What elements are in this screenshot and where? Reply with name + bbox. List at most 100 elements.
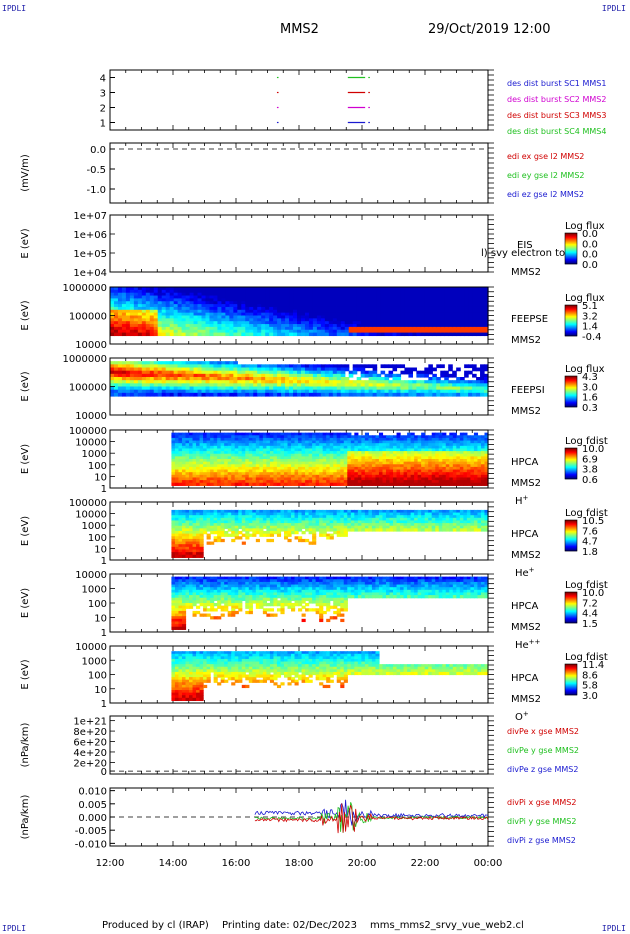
spectrogram-cell <box>463 480 468 484</box>
spectrogram-cell <box>385 456 391 460</box>
spectrogram-cell <box>281 312 286 317</box>
spectrogram-cell <box>350 437 355 442</box>
spectrogram-cell <box>344 289 350 294</box>
spectrogram-cell <box>452 326 457 331</box>
spectrogram-cell <box>407 432 412 436</box>
spectrogram-cell <box>368 329 374 334</box>
spectrogram-cell <box>174 435 180 439</box>
spectrogram-cell <box>389 456 394 460</box>
legend-entry: des dist burst SC1 MMS1 <box>507 79 606 88</box>
spectrogram-cell <box>266 432 271 436</box>
spectrogram-cell <box>205 306 211 311</box>
spectrogram-cell <box>322 435 327 439</box>
spectrogram-cell <box>237 373 242 378</box>
spectrogram-cell <box>178 474 183 479</box>
spectrogram-cell <box>181 361 187 365</box>
colorbar-tick-label: 0.0 <box>582 229 598 240</box>
spectrogram-cell <box>206 464 211 468</box>
spectrogram-cell <box>448 289 453 294</box>
spectrogram-cell <box>281 389 286 394</box>
spectrogram-cell <box>252 480 257 484</box>
spectrogram-cell <box>480 304 485 308</box>
spectrogram-cell <box>400 332 406 337</box>
colorbar-cell <box>565 321 577 323</box>
spectrogram-cell <box>350 453 355 457</box>
spectrogram-cell <box>125 318 131 322</box>
spectrogram-cell <box>440 304 445 308</box>
spectrogram-cell <box>336 466 341 471</box>
spectrogram-cell <box>328 298 334 302</box>
colorbar-cell <box>565 406 577 408</box>
spectrogram-cell <box>193 329 199 334</box>
spectrogram-cell <box>201 373 207 378</box>
spectrogram-cell <box>177 289 183 294</box>
spectrogram-cell <box>157 392 163 397</box>
spectrogram-cell <box>257 324 262 328</box>
spectrogram-cell <box>181 469 187 473</box>
spectrogram-cell <box>161 361 167 365</box>
spectrogram-cell <box>173 309 179 314</box>
spectrogram-cell <box>468 298 473 302</box>
spectrogram-cell <box>110 312 115 317</box>
spectrogram-cell <box>410 477 415 481</box>
spectrogram-cell <box>205 309 211 314</box>
spectrogram-cell <box>291 459 296 463</box>
spectrogram-cell <box>470 445 475 450</box>
spectrogram-cell <box>388 309 394 314</box>
spectrogram-cell <box>289 289 294 294</box>
spectrogram-cell <box>364 324 370 328</box>
spectrogram-cell <box>217 318 223 322</box>
spectrogram-cell <box>466 474 472 479</box>
spectrogram-cell <box>177 329 183 334</box>
spectrogram-cell <box>265 364 270 369</box>
spectrogram-cell <box>368 298 374 302</box>
spectrogram-cell <box>289 318 294 322</box>
spectrogram-cell <box>137 309 143 314</box>
spectrogram-cell <box>312 321 318 325</box>
spectrogram-cell <box>432 367 437 372</box>
spectrogram-cell <box>328 364 334 369</box>
spectrogram-cell <box>229 304 234 308</box>
spectrogram-cell <box>233 389 238 394</box>
spectrogram-cell <box>125 295 131 299</box>
spectrogram-cell <box>161 373 167 378</box>
spectrogram-cell <box>273 309 278 314</box>
spectrogram-cell <box>203 477 208 481</box>
spectrogram-cell <box>364 477 370 481</box>
spectrogram-cell <box>229 312 234 317</box>
spectrogram-cell <box>428 304 433 308</box>
spectrogram-cell <box>241 451 246 455</box>
spectrogram-cell <box>269 443 275 447</box>
spectrogram-cell <box>213 301 219 305</box>
spectrogram-cell <box>237 377 242 381</box>
spectrogram-cell <box>181 367 187 372</box>
spectrogram-cell <box>396 295 402 299</box>
spectrogram-cell <box>249 383 254 388</box>
spectrogram-cell <box>185 301 191 305</box>
spectrogram-cell <box>368 389 374 394</box>
spectrogram-cell <box>248 474 253 479</box>
spectrogram-cell <box>304 380 310 384</box>
spectrogram-cell <box>237 295 242 299</box>
legend-entry: edi ex gse l2 MMS2 <box>507 152 584 161</box>
spectrogram-cell <box>431 448 436 452</box>
spectrogram-cell <box>315 482 320 486</box>
spectrogram-cell <box>456 445 461 450</box>
spectrogram-cell <box>185 445 190 450</box>
spectrogram-cell <box>238 437 243 442</box>
spectrogram-cell <box>294 477 299 481</box>
spectrogram-cell <box>326 453 331 457</box>
spectrogram-cell <box>291 432 296 436</box>
spectrogram-cell <box>129 383 135 388</box>
spectrogram-cell <box>137 364 143 369</box>
spectrogram-cell <box>350 451 355 455</box>
spectrogram-cell <box>304 364 310 369</box>
spectrogram-cell <box>145 370 151 375</box>
spectrogram-cell <box>149 287 155 291</box>
spectrogram-cell <box>173 370 179 375</box>
spectrogram-cell <box>205 377 211 381</box>
spectrogram-cell <box>257 389 262 394</box>
spectrogram-cell <box>266 477 271 481</box>
spectrogram-cell <box>209 295 215 299</box>
spectrogram-cell <box>420 392 425 397</box>
